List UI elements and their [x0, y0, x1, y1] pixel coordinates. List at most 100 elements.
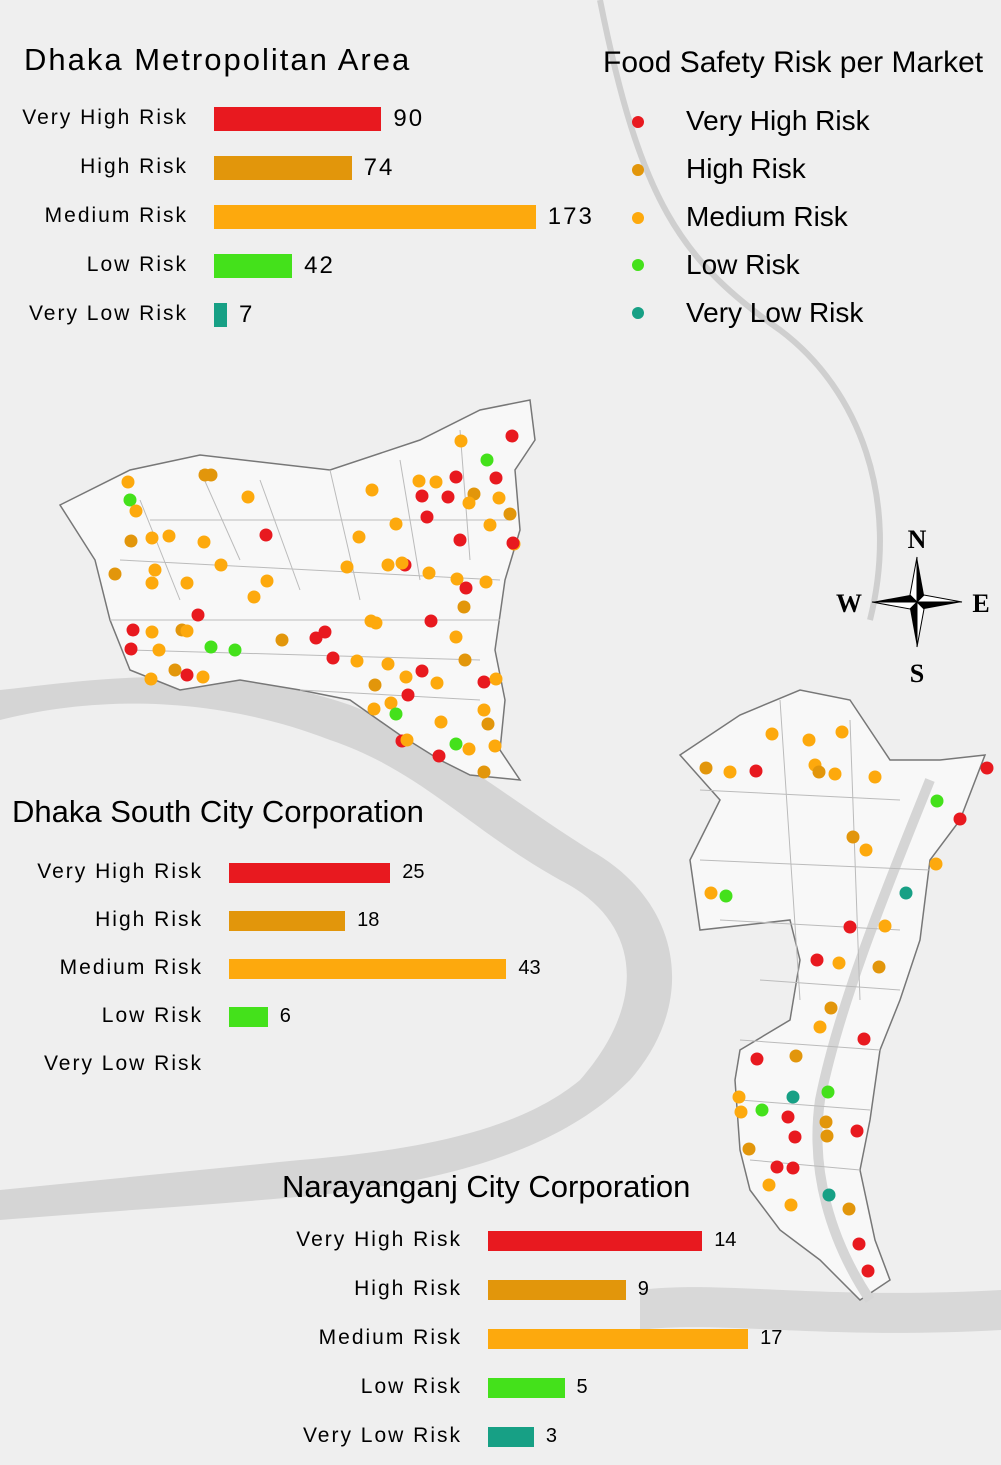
market-dot-high	[812, 765, 826, 779]
market-dot-medium	[868, 770, 882, 784]
market-dot-medium	[422, 566, 436, 580]
market-dot-medium	[148, 563, 162, 577]
market-dot-medium	[145, 625, 159, 639]
market-dot-high	[824, 1001, 838, 1015]
market-dot-very-high	[843, 920, 857, 934]
market-dot-medium	[129, 504, 143, 518]
bar-label: Low Risk	[360, 1375, 462, 1398]
legend-label-very-low: Very Low Risk	[686, 297, 864, 328]
bar-label: Very High Risk	[22, 106, 188, 129]
bar-value: 74	[363, 153, 395, 181]
market-dot-medium	[340, 560, 354, 574]
market-dot-very-high	[449, 470, 463, 484]
legend-label-high: High Risk	[686, 153, 806, 184]
market-dot-low	[480, 453, 494, 467]
bar-label: Medium Risk	[59, 956, 203, 979]
river-east	[640, 1287, 1001, 1333]
market-dot-high	[198, 468, 212, 482]
market-dot-medium	[180, 576, 194, 590]
market-dot-medium	[400, 733, 414, 747]
market-dot-medium	[241, 490, 255, 504]
market-dot-medium	[121, 475, 135, 489]
market-dot-very-high	[980, 761, 994, 775]
market-dot-very-low	[822, 1188, 836, 1202]
market-dot-very-high	[318, 625, 332, 639]
market-dot-high	[820, 1129, 834, 1143]
bar	[229, 1007, 268, 1027]
market-dot-medium	[434, 715, 448, 729]
bar-value: 25	[402, 861, 425, 883]
market-dot-very-high	[441, 490, 455, 504]
market-dot-high	[458, 653, 472, 667]
market-dot-medium	[214, 558, 228, 572]
market-dot-very-low	[899, 886, 913, 900]
market-dot-medium	[352, 530, 366, 544]
market-dot-high	[503, 507, 517, 521]
market-dot-medium	[488, 739, 502, 753]
bar	[214, 254, 293, 278]
market-dot-high	[368, 678, 382, 692]
market-dot-high	[846, 830, 860, 844]
market-dot-low	[930, 794, 944, 808]
market-dot-medium	[450, 572, 464, 586]
market-dot-low	[123, 493, 137, 507]
market-dot-very-high	[749, 764, 763, 778]
market-dot-medium	[784, 1198, 798, 1212]
compass-n: N	[908, 525, 927, 554]
market-dot-very-high	[124, 642, 138, 656]
market-dot-high	[457, 600, 471, 614]
bar-value: 42	[304, 251, 335, 279]
chart-title-dhaka-south: Dhaka South City Corporation	[12, 794, 424, 829]
bar-label: Low Risk	[86, 253, 188, 276]
market-dot-high	[699, 761, 713, 775]
market-dot-medium	[367, 702, 381, 716]
market-dot-very-high	[852, 1237, 866, 1251]
market-dot-very-high	[401, 688, 415, 702]
legend-label-very-high: Very High Risk	[686, 105, 870, 136]
bar	[214, 303, 228, 327]
market-dot-medium	[389, 517, 403, 531]
market-dot-medium	[479, 575, 493, 589]
bar	[229, 959, 507, 979]
market-dot-medium	[381, 657, 395, 671]
market-dot-high	[108, 567, 122, 581]
market-dot-very-high	[505, 429, 519, 443]
market-dot-medium	[859, 843, 873, 857]
bar	[229, 911, 346, 931]
market-dot-very-high	[506, 536, 520, 550]
legend-title: Food Safety Risk per Market	[603, 46, 984, 79]
bar-label: Very High Risk	[37, 860, 203, 883]
market-dot-very-low	[786, 1090, 800, 1104]
market-dot-low	[719, 889, 733, 903]
market-dot-medium	[430, 676, 444, 690]
market-dot-very-high	[259, 528, 273, 542]
market-dot-very-high	[424, 614, 438, 628]
market-dot-high	[477, 765, 491, 779]
market-dot-medium	[381, 558, 395, 572]
bar	[488, 1231, 703, 1251]
compass-rose-icon: N S W E	[836, 525, 990, 688]
market-dot-medium	[180, 624, 194, 638]
bar	[488, 1378, 565, 1398]
market-dot-very-high	[126, 623, 140, 637]
bar	[488, 1427, 534, 1447]
bar	[214, 156, 352, 180]
market-dot-very-high	[810, 953, 824, 967]
market-dot-medium	[832, 956, 846, 970]
market-dot-very-high	[453, 533, 467, 547]
market-dot-high	[872, 960, 886, 974]
market-dot-medium	[412, 474, 426, 488]
bar-value: 90	[393, 104, 425, 132]
narayanganj-wards	[699, 699, 931, 1171]
bar	[488, 1280, 626, 1300]
legend-dot-low	[632, 259, 644, 271]
market-dot-medium	[399, 670, 413, 684]
market-dot-medium	[489, 672, 503, 686]
bar-label: Medium Risk	[318, 1326, 462, 1349]
bar-value: 173	[547, 202, 594, 230]
market-dot-medium	[835, 725, 849, 739]
market-dot-medium	[429, 475, 443, 489]
market-dot-medium	[765, 727, 779, 741]
market-dot-very-high	[326, 651, 340, 665]
